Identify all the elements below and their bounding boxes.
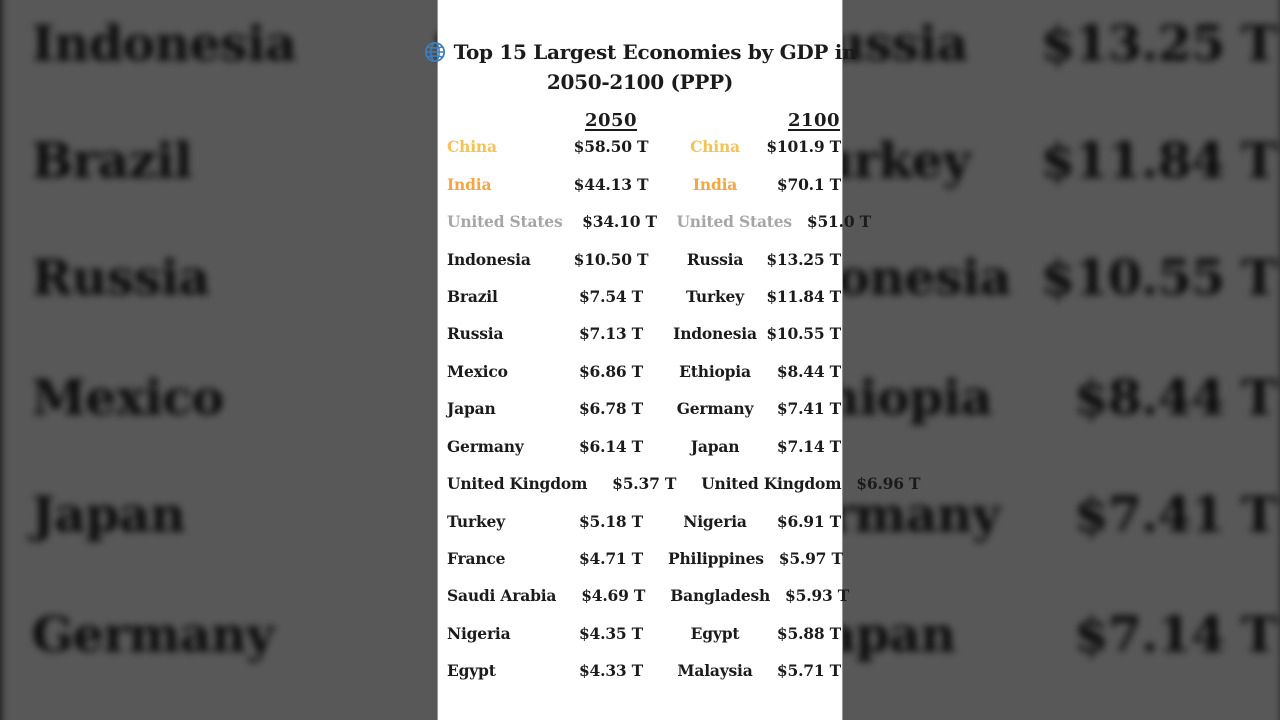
country-2050-cell: India bbox=[447, 174, 492, 194]
country-2050-cell: United States bbox=[447, 212, 563, 232]
country-2050-cell: Saudi Arabia bbox=[447, 586, 557, 606]
country-2100-cell: India bbox=[692, 174, 738, 194]
page-title: Top 15 Largest Economies by GDP in 2050-… bbox=[424, 37, 857, 97]
gdp-2100-cell: $7.41 T bbox=[776, 399, 841, 419]
gdp-2050-cell: $6.14 T bbox=[578, 436, 644, 456]
gdp-2100-cell: $5.93 T bbox=[785, 586, 850, 606]
gdp-2100-cell: $5.71 T bbox=[776, 661, 841, 681]
table-row: Japan $6.78 T Germany $7.41 T bbox=[438, 390, 842, 427]
gdp-2050-cell: $44.13 T bbox=[573, 174, 649, 194]
country-2100-cell: Ethiopia bbox=[679, 361, 751, 381]
table-row: Saudi Arabia $4.69 T Bangladesh $5.93 T bbox=[438, 577, 849, 614]
gdp-2050-cell: $34.10 T bbox=[582, 212, 657, 232]
country-2100-cell: Philippines bbox=[668, 549, 764, 569]
gdp-2100-cell: $6.96 T bbox=[856, 474, 921, 494]
country-2100-cell: Russia bbox=[686, 249, 744, 269]
gdp-2050-cell: $6.86 T bbox=[578, 361, 644, 381]
country-2050-cell: Germany bbox=[447, 436, 524, 456]
gdp-2050-cell: $4.71 T bbox=[578, 549, 644, 569]
gdp-2100-cell: $11.84 T bbox=[766, 286, 841, 306]
country-2050-cell: Indonesia bbox=[447, 249, 531, 269]
title-text-line2: 2050-2100 (PPP) bbox=[546, 70, 734, 94]
gdp-2100-cell: $101.9 T bbox=[766, 137, 841, 157]
gdp-table: China $58.50 T China $101.9 T India $44.13 T… bbox=[438, 128, 921, 690]
country-2100-cell: Egypt bbox=[690, 623, 740, 643]
gdp-2100-cell: $5.97 T bbox=[778, 549, 843, 569]
table-row: Germany $6.14 T Japan $7.14 T bbox=[438, 428, 842, 465]
gdp-2100-cell: $51.0 T bbox=[806, 212, 871, 232]
country-2050-cell: Turkey bbox=[447, 511, 505, 531]
table-row: United Kingdom $5.37 T United Kingdom $6.96… bbox=[438, 465, 921, 502]
table-row: Brazil $7.54 T Turkey $11.84 T bbox=[438, 278, 842, 315]
country-2050-cell: Russia bbox=[447, 324, 504, 344]
country-2050-cell: United Kingdom bbox=[447, 474, 588, 494]
country-2100-cell: United States bbox=[676, 212, 792, 232]
gdp-2050-cell: $7.54 T bbox=[578, 286, 644, 306]
table-row: France $4.71 T Philippines $5.97 T bbox=[438, 540, 843, 577]
table-row: Egypt $4.33 T Malaysia $5.71 T bbox=[438, 652, 842, 689]
country-2100-cell: Germany bbox=[676, 399, 754, 419]
gdp-2050-cell: $10.50 T bbox=[573, 249, 649, 269]
gdp-2050-cell: $4.69 T bbox=[581, 586, 646, 606]
table-row: Turkey $5.18 T Nigeria $6.91 T bbox=[438, 502, 842, 539]
globe-icon bbox=[424, 41, 445, 63]
title-text-line1: Top 15 Largest Economies by GDP in bbox=[453, 40, 857, 64]
table-row: China $58.50 T China $101.9 T bbox=[438, 128, 842, 165]
table-row: Indonesia $10.50 T Russia $13.25 T bbox=[438, 240, 842, 277]
column-header-2050: 2050 bbox=[584, 110, 638, 131]
country-2100-cell: Turkey bbox=[686, 286, 744, 306]
gdp-2050-cell: $4.33 T bbox=[578, 661, 644, 681]
gdp-2100-cell: $7.14 T bbox=[776, 436, 841, 456]
country-2100-cell: Japan bbox=[690, 436, 740, 456]
country-2050-cell: Nigeria bbox=[447, 623, 511, 643]
table-row: United States $34.10 T United States $51.0 … bbox=[438, 203, 871, 240]
gdp-2100-cell: $5.88 T bbox=[776, 623, 841, 643]
page-title-line1: Top 15 Largest Economies by GDP in bbox=[424, 37, 857, 67]
table-row: Nigeria $4.35 T Egypt $5.88 T bbox=[438, 615, 842, 652]
gdp-2050-cell: $6.78 T bbox=[578, 399, 644, 419]
gdp-2100-cell: $10.55 T bbox=[766, 324, 841, 344]
country-2100-cell: Nigeria bbox=[683, 511, 747, 531]
table-row: India $44.13 T India $70.1 T bbox=[438, 165, 842, 202]
country-2050-cell: Japan bbox=[447, 399, 496, 419]
gdp-2050-cell: $4.35 T bbox=[578, 623, 644, 643]
country-2050-cell: France bbox=[447, 549, 506, 569]
gdp-2100-cell: $70.1 T bbox=[776, 174, 841, 194]
country-2050-cell: China bbox=[447, 137, 497, 157]
gdp-2100-cell: $13.25 T bbox=[766, 249, 841, 269]
gdp-2050-cell: $58.50 T bbox=[573, 137, 649, 157]
country-2100-cell: Bangladesh bbox=[670, 586, 771, 606]
country-2100-cell: Malaysia bbox=[677, 661, 753, 681]
gdp-2050-cell: $5.37 T bbox=[612, 474, 677, 494]
country-2100-cell: China bbox=[690, 137, 740, 157]
country-2050-cell: Mexico bbox=[447, 361, 508, 381]
country-2050-cell: Egypt bbox=[447, 661, 496, 681]
country-2100-cell: Indonesia bbox=[673, 324, 757, 344]
country-2100-cell: United Kingdom bbox=[701, 474, 842, 494]
gdp-2100-cell: $6.91 T bbox=[776, 511, 841, 531]
gdp-2050-cell: $5.18 T bbox=[578, 511, 644, 531]
table-row: Russia $7.13 T Indonesia $10.55 T bbox=[438, 315, 842, 352]
gdp-2050-cell: $7.13 T bbox=[578, 324, 644, 344]
infographic-card: Top 15 Largest Economies by GDP in 2050-… bbox=[424, 0, 921, 720]
gdp-2100-cell: $8.44 T bbox=[776, 361, 841, 381]
table-row: Mexico $6.86 T Ethiopia $8.44 T bbox=[438, 353, 842, 390]
column-header-2100: 2100 bbox=[787, 110, 841, 131]
country-2050-cell: Brazil bbox=[447, 286, 498, 306]
page-title-line2: 2050-2100 (PPP) bbox=[438, 67, 842, 97]
